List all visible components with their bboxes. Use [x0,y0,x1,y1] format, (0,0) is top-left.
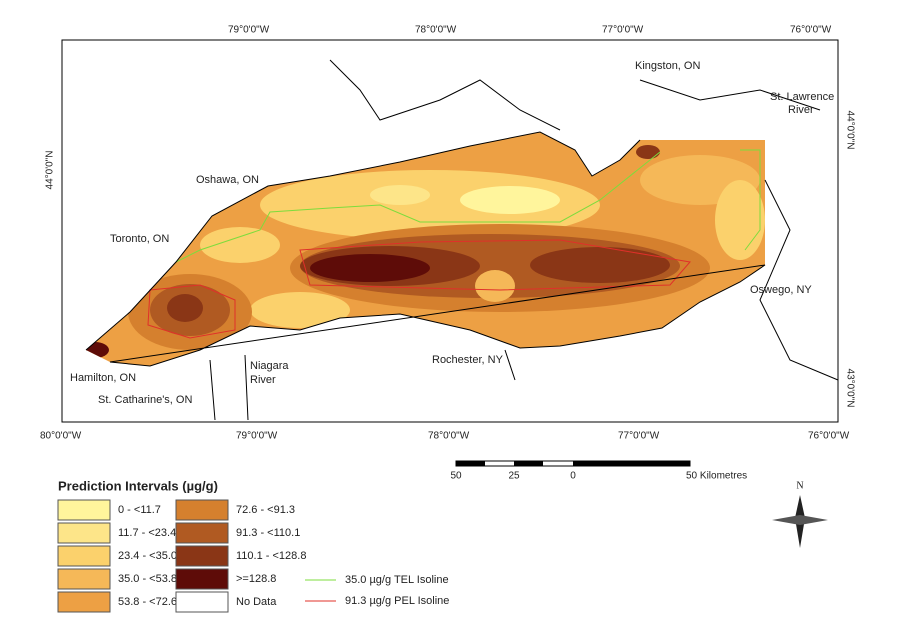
map-shape [514,461,543,466]
place-label: River [250,374,276,386]
legend-label: No Data [236,596,277,608]
lat-label: 44°0'0"N [844,111,855,150]
place-label: Oswego, NY [750,284,812,296]
map-shape [530,247,670,283]
legend-swatch [57,568,111,590]
lon-label: 79°0'0"W [236,431,278,442]
legend-label: 53.8 - <72.6 [118,596,177,608]
lon-label: 77°0'0"W [618,431,660,442]
lon-label: 78°0'0"W [428,431,470,442]
map-shape [167,294,203,322]
lon-label: 80°0'0"W [40,431,82,442]
lon-label: 78°0'0"W [415,25,457,36]
legend-label: 91.3 µg/g PEL Isoline [345,595,449,607]
legend-label: 35.0 µg/g TEL Isoline [345,574,449,586]
place-label: Niagara [250,360,289,372]
lon-label: 79°0'0"W [228,25,270,36]
north-arrow: N [772,480,828,548]
map-shape [310,254,430,282]
legend-swatch [175,591,229,613]
map-shape [460,186,560,214]
place-label: Toronto, ON [110,233,169,245]
place-label: Oshawa, ON [196,174,259,186]
place-label: River [788,104,814,116]
scale-label: 25 [508,471,520,482]
legend-swatch [175,545,229,567]
map-shape [370,185,430,205]
map-shape [772,515,828,525]
place-label: St. Catharine's, ON [98,394,192,406]
legend-label: 35.0 - <53.8 [118,573,177,585]
legend-title: Prediction Intervals (µg/g) [58,478,218,493]
lon-label: 76°0'0"W [790,25,832,36]
map-shape [475,270,515,302]
tel-isoline [175,149,761,263]
pel-isoline [147,239,691,339]
legend-swatch [175,568,229,590]
legend-swatch [57,545,111,567]
map-shape [250,292,350,328]
lat-label: 44°0'0"N [45,151,56,190]
scale-label: 50 [450,471,462,482]
legend-swatch [57,499,111,521]
lat-label: 43°0'0"N [844,369,855,408]
place-label: Kingston, ON [635,60,700,72]
map-shape [636,145,660,159]
legend-label: 72.6 - <91.3 [236,504,295,516]
legend-swatch [57,522,111,544]
legend-label: 0 - <11.7 [118,504,161,516]
lon-label: 77°0'0"W [602,25,644,36]
lon-label: 76°0'0"W [808,431,850,442]
shoreline [85,59,839,421]
map-shape [573,461,690,466]
legend-label: 11.7 - <23.4 [118,527,176,539]
scale-label: 0 [570,471,576,482]
map-shape [456,461,485,466]
map-shape [715,180,765,260]
legend-label: 91.3 - <110.1 [236,527,300,539]
place-label: Hamilton, ON [70,372,136,384]
legend-swatch [57,591,111,613]
legend-label: 110.1 - <128.8 [236,550,306,562]
scale-bar: 50 25 0 50 Kilometres [450,460,747,482]
place-label: Rochester, NY [432,354,504,366]
legend-swatch [175,522,229,544]
north-label: N [796,480,803,491]
legend-label: >=128.8 [236,573,276,585]
scale-label: 50 Kilometres [686,471,747,482]
legend: 0 - <11.7 11.7 - <23.4 23.4 - <35.0 35.0 - … [57,499,449,613]
legend-label: 23.4 - <35.0 [118,550,177,562]
map-shape [200,227,280,263]
place-label: St. Lawrence [770,91,834,103]
legend-swatch [175,499,229,521]
